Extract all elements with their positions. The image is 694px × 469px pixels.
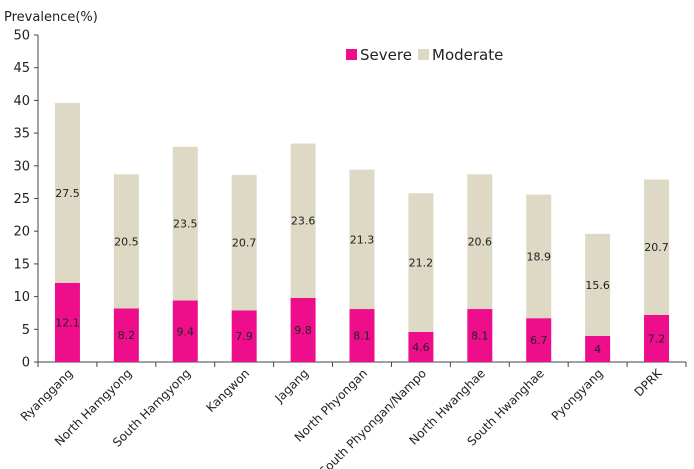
data-label-severe: 8.1 xyxy=(471,330,489,343)
legend-label-moderate: Moderate xyxy=(432,46,503,64)
bar-severe xyxy=(467,309,493,362)
bar-moderate xyxy=(526,194,552,319)
bar-moderate xyxy=(290,143,316,298)
data-label-severe: 8.2 xyxy=(118,329,136,342)
bars: 12.1 27.5 8.2 20.5 9.4 23.5 7.9 20.7 9.8 23.6 8.1 2… xyxy=(54,103,670,362)
data-label-moderate: 27.5 xyxy=(55,187,80,200)
bar-moderate xyxy=(585,233,611,336)
legend: Severe Moderate xyxy=(346,46,503,64)
y-tick-label: 30 xyxy=(13,159,30,174)
y-axis-title: Prevalence(%) xyxy=(4,10,98,25)
data-label-moderate: 23.5 xyxy=(173,218,198,231)
bar-severe xyxy=(231,310,257,362)
data-label-moderate: 23.6 xyxy=(291,215,316,228)
y-tick-label: 20 xyxy=(13,225,30,240)
data-label-severe: 9.8 xyxy=(294,324,312,337)
data-label-moderate: 20.7 xyxy=(644,241,669,254)
bar-severe xyxy=(172,300,198,362)
y-tick-label: 50 xyxy=(13,29,30,44)
y-axis: 0 5 10 15 20 25 30 35 40 45 50 xyxy=(13,29,39,371)
data-label-severe: 12.1 xyxy=(55,316,80,329)
bar-severe xyxy=(54,282,80,362)
bar-severe xyxy=(290,297,316,362)
data-label-severe: 9.4 xyxy=(177,325,195,338)
data-label-moderate: 20.5 xyxy=(114,235,139,248)
bar-moderate xyxy=(54,103,80,283)
data-label-moderate: 20.6 xyxy=(468,236,493,249)
bar-moderate xyxy=(231,174,257,311)
data-label-severe: 4.6 xyxy=(412,341,430,354)
legend-swatch-severe xyxy=(346,49,357,60)
bar-severe xyxy=(585,335,611,362)
bar-moderate xyxy=(467,174,493,310)
data-label-severe: 7.9 xyxy=(235,330,253,343)
bar-severe xyxy=(349,309,375,362)
data-label-severe: 8.1 xyxy=(353,330,371,343)
bar-severe xyxy=(644,314,670,362)
legend-swatch-moderate xyxy=(418,49,429,60)
legend-label-severe: Severe xyxy=(360,46,412,64)
data-label-moderate: 15.6 xyxy=(585,279,610,292)
y-tick-label: 45 xyxy=(13,61,30,76)
data-label-severe: 7.2 xyxy=(648,332,666,345)
x-category-label: Pyongyang xyxy=(549,366,606,423)
y-tick-label: 10 xyxy=(13,290,30,305)
data-label-moderate: 21.3 xyxy=(350,233,375,246)
y-tick-label: 0 xyxy=(22,356,30,371)
data-label-moderate: 18.9 xyxy=(526,250,551,263)
y-tick-label: 5 xyxy=(22,323,30,338)
bar-moderate xyxy=(349,169,375,310)
x-category-label: Jagang xyxy=(272,366,312,406)
data-label-moderate: 20.7 xyxy=(232,237,257,250)
bar-severe xyxy=(113,308,139,362)
data-label-severe: 6.7 xyxy=(530,334,548,347)
bar-moderate xyxy=(408,193,434,332)
bar-moderate xyxy=(113,174,139,309)
x-category-label: Kangwon xyxy=(204,366,253,415)
y-tick-label: 40 xyxy=(13,94,30,109)
y-tick-label: 25 xyxy=(13,192,30,207)
data-label-severe: 4 xyxy=(594,343,601,356)
y-tick-label: 15 xyxy=(13,257,30,272)
x-category-label: DPRK xyxy=(632,365,666,399)
x-category-label: Ryanggang xyxy=(18,366,76,424)
x-category-label: South Phyongan/Nampo xyxy=(316,366,429,469)
bar-moderate xyxy=(172,146,198,301)
bar-moderate xyxy=(644,179,670,315)
data-label-moderate: 21.2 xyxy=(409,257,434,270)
bar-severe xyxy=(408,331,434,362)
y-tick-label: 35 xyxy=(13,127,30,142)
bar-severe xyxy=(526,318,552,362)
